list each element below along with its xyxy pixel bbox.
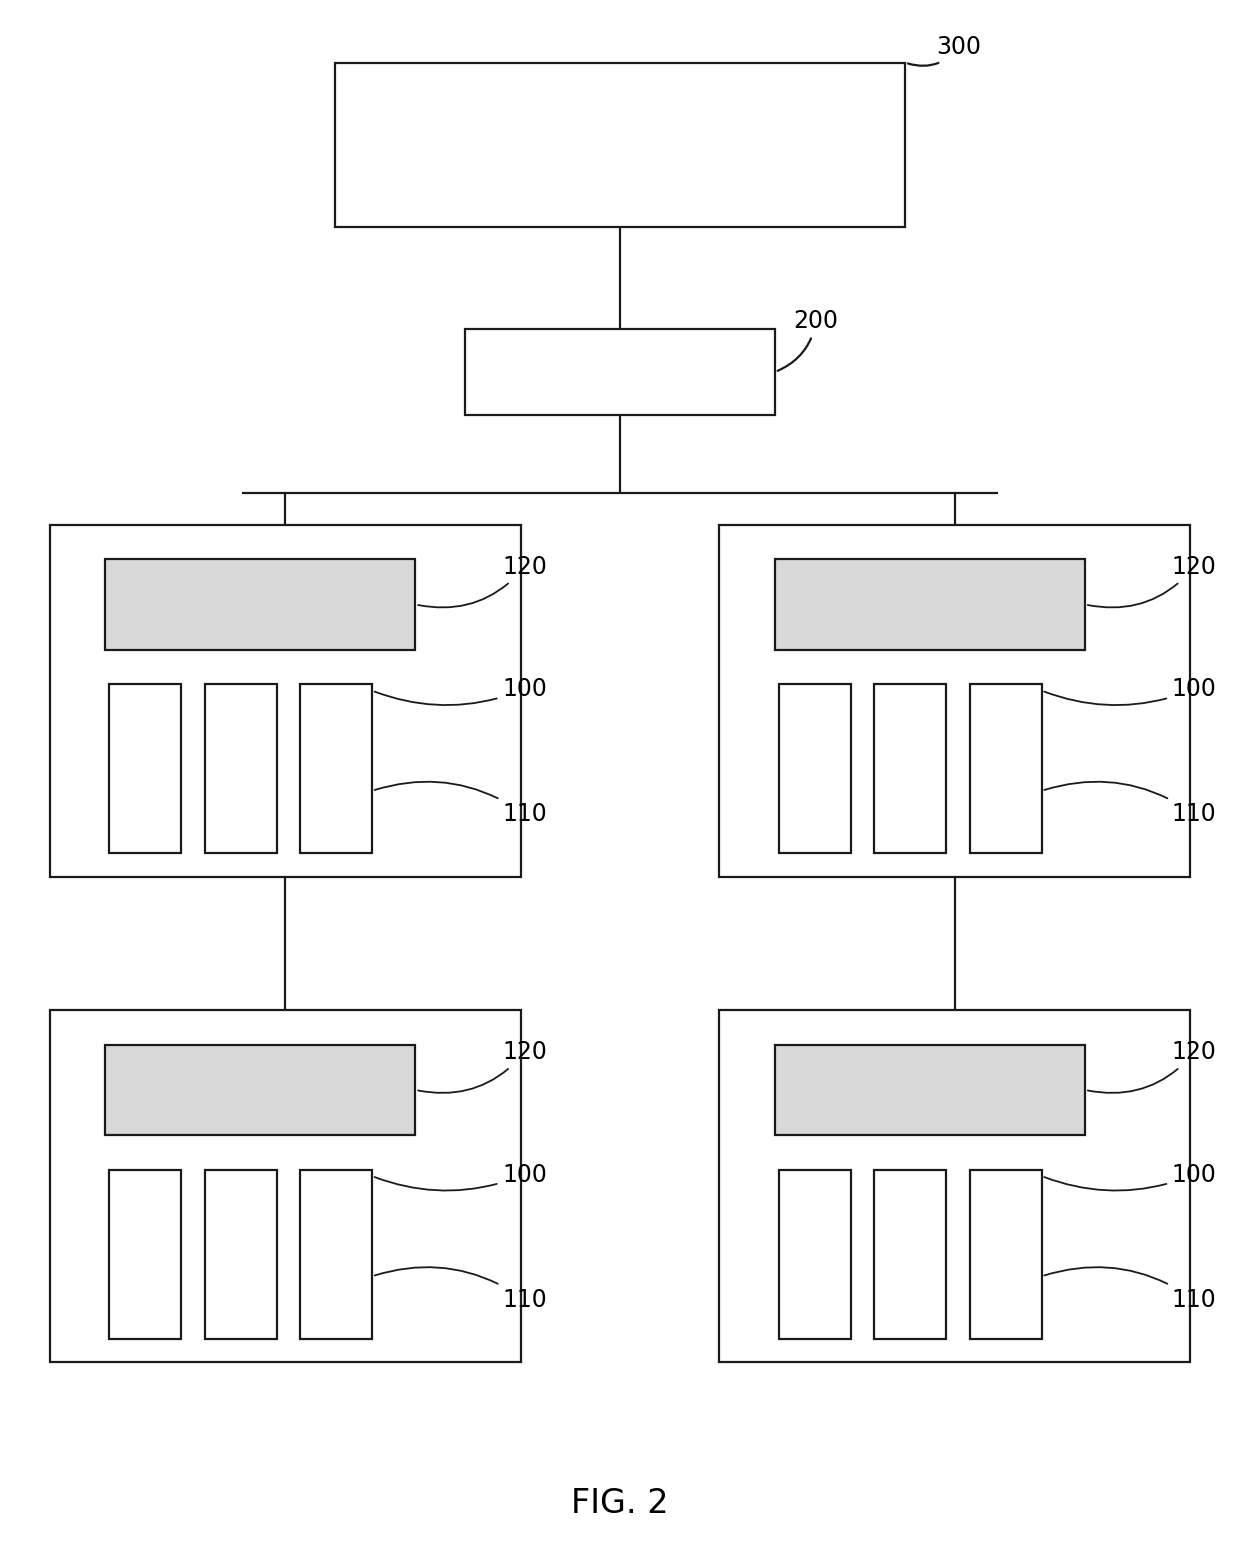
Bar bbox=[874, 684, 946, 853]
Bar bbox=[779, 1170, 851, 1339]
Bar bbox=[105, 559, 415, 650]
Bar bbox=[335, 63, 905, 227]
Text: 120: 120 bbox=[418, 554, 547, 608]
Text: 100: 100 bbox=[1044, 1162, 1216, 1190]
Text: 100: 100 bbox=[1044, 677, 1216, 705]
Bar bbox=[50, 1010, 521, 1362]
Text: 120: 120 bbox=[1087, 554, 1216, 608]
Text: 110: 110 bbox=[1044, 781, 1216, 827]
Bar bbox=[205, 684, 277, 853]
Text: 110: 110 bbox=[374, 1267, 547, 1312]
Bar bbox=[970, 1170, 1042, 1339]
Bar bbox=[300, 684, 372, 853]
Bar bbox=[719, 1010, 1190, 1362]
Text: 120: 120 bbox=[418, 1040, 547, 1093]
Bar bbox=[465, 329, 775, 415]
Bar bbox=[300, 1170, 372, 1339]
Text: 110: 110 bbox=[374, 781, 547, 827]
Bar bbox=[775, 559, 1085, 650]
Bar bbox=[779, 684, 851, 853]
Bar bbox=[50, 525, 521, 877]
Text: 100: 100 bbox=[374, 677, 547, 705]
Bar bbox=[719, 525, 1190, 877]
Text: FIG. 2: FIG. 2 bbox=[572, 1486, 668, 1521]
Bar bbox=[970, 684, 1042, 853]
Text: 200: 200 bbox=[777, 309, 838, 371]
Bar bbox=[874, 1170, 946, 1339]
Bar bbox=[775, 1045, 1085, 1135]
Bar bbox=[109, 684, 181, 853]
Bar bbox=[105, 1045, 415, 1135]
Text: 110: 110 bbox=[1044, 1267, 1216, 1312]
Bar bbox=[109, 1170, 181, 1339]
Text: 120: 120 bbox=[1087, 1040, 1216, 1093]
Bar bbox=[205, 1170, 277, 1339]
Text: 100: 100 bbox=[374, 1162, 547, 1190]
Text: 300: 300 bbox=[908, 34, 981, 66]
